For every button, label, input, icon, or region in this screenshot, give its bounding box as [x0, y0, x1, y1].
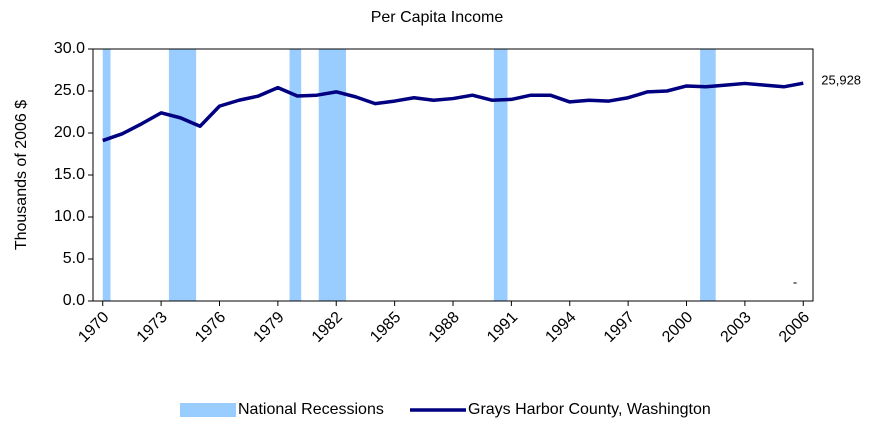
recession-band: [318, 49, 346, 301]
x-tick-label: 1988: [426, 309, 463, 346]
y-tick-label: 25.0: [54, 82, 85, 99]
recession-band: [289, 49, 302, 301]
x-tick-label: 2003: [718, 309, 755, 346]
x-tick-label: 1991: [484, 309, 521, 346]
line: [102, 81, 804, 143]
y-tick-label: 30.0: [54, 40, 85, 57]
data-label: 25,928: [821, 73, 861, 88]
x-tick-label: 1970: [75, 309, 112, 346]
y-tick-label: 0.0: [63, 292, 85, 309]
y-tick-label: 20.0: [54, 124, 85, 141]
chart-title: Per Capita Income: [371, 9, 504, 26]
x-tick-label: 1976: [192, 309, 229, 346]
recession-band: [168, 49, 197, 301]
x-tick-label: 1994: [542, 309, 579, 346]
annotation: -: [793, 274, 797, 289]
x-tick-label: 2000: [659, 309, 696, 346]
recession-band: [493, 49, 508, 301]
x-tick-label: 1985: [367, 309, 404, 346]
x-tick-label: 1979: [250, 309, 287, 346]
recession-band: [102, 49, 111, 301]
x-tick-label: 1997: [601, 309, 638, 346]
y-tick-label: 5.0: [63, 250, 85, 267]
x-tick-label: 2006: [776, 309, 813, 346]
x-tick-label: 1982: [309, 309, 346, 346]
legend-swatch: [180, 403, 236, 417]
recession-band: [700, 49, 716, 301]
y-tick-label: 10.0: [54, 208, 85, 225]
x-tick-label: 1973: [134, 309, 171, 346]
y-axis-label: Thousands of 2006 $: [13, 100, 30, 250]
y-tick-label: 15.0: [54, 166, 85, 183]
legend-label: National Recessions: [238, 401, 384, 418]
legend-label: Grays Harbor County, Washington: [468, 401, 711, 418]
